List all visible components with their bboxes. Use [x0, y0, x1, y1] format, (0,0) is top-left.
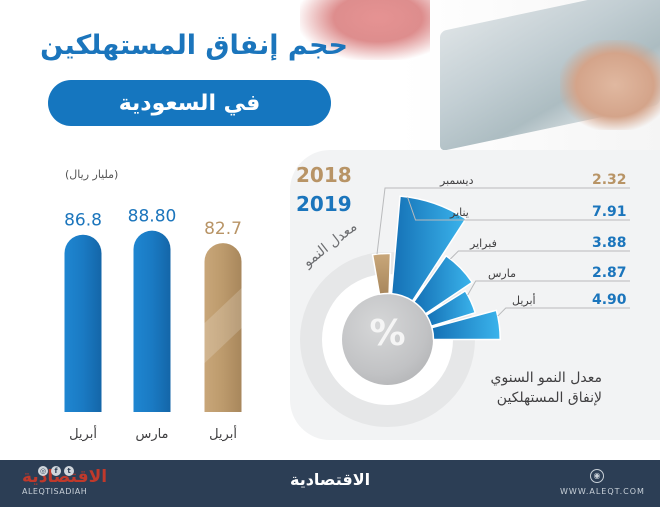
legend-2018: 2018 — [296, 163, 352, 187]
bar-category-label-1: مارس — [135, 427, 168, 442]
fan-slice-4 — [431, 309, 501, 341]
fan-value-label-1: 7.91 — [592, 204, 627, 220]
growth-fan-chart — [371, 187, 630, 341]
page-subtitle: في السعودية — [118, 90, 261, 116]
bar-category-label-0: أبريل — [69, 425, 97, 442]
bar-value-label-2: 82.7 — [204, 219, 242, 239]
twitter-icon[interactable]: t — [64, 466, 74, 476]
bar-value-label-0: 86.8 — [64, 211, 102, 231]
fan-month-label-0: ديسمبر — [440, 174, 474, 187]
bar-1 — [133, 230, 171, 412]
bar-0 — [64, 234, 102, 412]
growth-caption-line2: لإنفاق المستهلكين — [496, 390, 602, 406]
fan-month-label-2: فبراير — [470, 237, 497, 250]
website-icon: ◉ — [590, 469, 604, 483]
bar-2 — [204, 243, 242, 412]
fan-leader-line-2 — [450, 250, 630, 260]
bar-chart: 86.8 أبريل 88.80 مارس 82.7 أبريل — [64, 207, 242, 442]
growth-caption-line1: معدل النمو السنوي — [490, 370, 602, 386]
hand-image — [560, 40, 660, 130]
fan-month-label-1: يناير — [450, 206, 469, 219]
fan-leader-line-3 — [467, 280, 630, 296]
growth-ring-inner — [342, 294, 433, 385]
fan-value-label-2: 3.88 — [592, 235, 627, 251]
subtitle-pill: في السعودية — [48, 80, 331, 126]
header-photo-red-area — [300, 0, 430, 60]
fan-leader-line-1 — [407, 196, 630, 221]
page-title: حجم إنفاق المستهلكين — [40, 30, 348, 61]
footer-handle: ALEQTISADIAH — [22, 487, 88, 496]
growth-caption: معدل النمو السنوي لإنفاق المستهلكين — [491, 368, 602, 408]
fan-leader-line-0 — [376, 187, 630, 255]
facebook-icon[interactable]: f — [51, 466, 61, 476]
fan-slice-3 — [425, 289, 477, 327]
footer-bar — [0, 460, 660, 507]
fan-value-label-0: 2.32 — [592, 172, 627, 188]
fan-slice-2 — [412, 254, 474, 315]
fan-month-label-3: مارس — [488, 267, 516, 280]
bar-chart-unit: (مليار ريال) — [65, 168, 119, 181]
fan-value-label-4: 4.90 — [592, 292, 627, 308]
fan-leader-line-4 — [497, 307, 630, 317]
fan-month-label-4: أبريل — [512, 294, 536, 307]
fan-slice-0 — [371, 252, 392, 296]
bar-value-label-1: 88.80 — [128, 207, 177, 227]
legend-2019: 2019 — [296, 192, 352, 216]
bar-shine-2 — [204, 288, 242, 364]
footer-center-logo: الاقتصادية — [290, 470, 371, 489]
social-icons: ◎ f t — [38, 466, 74, 476]
percent-symbol: % — [369, 313, 406, 354]
instagram-icon[interactable]: ◎ — [38, 466, 48, 476]
fan-value-label-3: 2.87 — [592, 265, 627, 281]
footer-url[interactable]: WWW.ALEQT.COM — [560, 487, 645, 496]
bar-category-label-2: أبريل — [209, 425, 237, 442]
fan-slice-1 — [390, 195, 467, 302]
